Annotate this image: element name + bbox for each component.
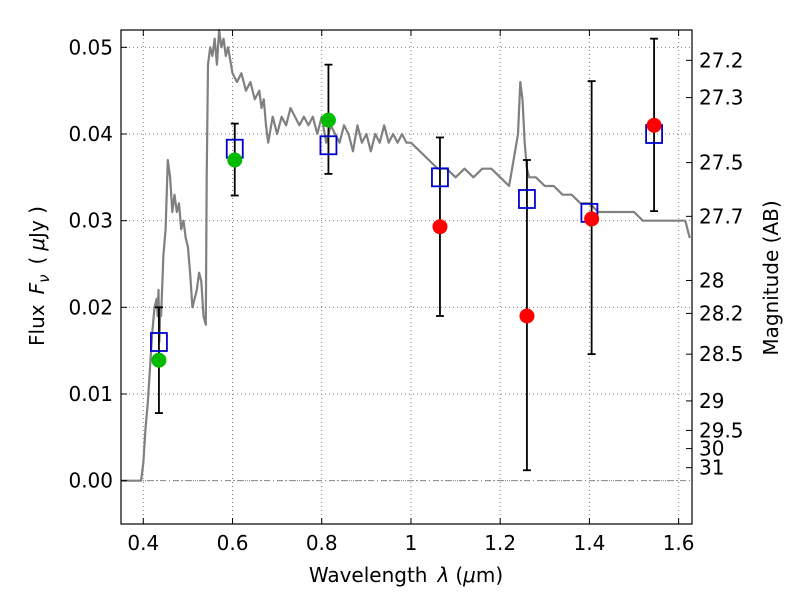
y2-tick-label: 27.5 <box>699 151 744 175</box>
observed-flux-marker <box>584 211 600 227</box>
y-tick-label: 0.05 <box>68 35 113 59</box>
observed-flux-marker <box>227 152 243 168</box>
y-tick-label: 0.03 <box>68 209 113 233</box>
x-tick-label: 0.8 <box>306 531 338 555</box>
plot-frame <box>120 29 693 525</box>
y2-axis-title: Magnitude (AB) <box>759 200 783 355</box>
y-axis-title: FluxFν(μJy ) <box>25 206 53 346</box>
observed-flux-marker <box>432 219 448 235</box>
x-axis-ticks: 0.4 0.6 0.8 1 1.2 1.4 1.6 <box>127 30 695 555</box>
y2-tick-label: 29.5 <box>699 418 744 442</box>
x-tick-label: 1 <box>405 531 418 555</box>
y2-tick-label: 27.2 <box>699 48 744 72</box>
y2-tick-label: 30 <box>699 437 724 461</box>
y2-tick-label: 27.3 <box>699 86 744 110</box>
model-spectrum-line <box>121 28 691 482</box>
x-axis-title: Wavelength λ (μm) <box>309 563 503 587</box>
y-axis-ticks: 0.00 0.01 0.02 0.03 0.04 0.05 <box>68 35 127 493</box>
y-tick-label: 0.00 <box>68 469 113 493</box>
model-photometry-marker <box>319 135 338 156</box>
y2-tick-label: 28.2 <box>699 301 744 325</box>
y-tick-label: 0.04 <box>68 122 113 146</box>
model-spectrum <box>121 28 691 482</box>
x-tick-label: 0.4 <box>127 531 159 555</box>
observed-flux-marker <box>646 117 662 133</box>
y2-tick-label: 29 <box>699 389 724 413</box>
model-photometry-marker <box>518 189 536 209</box>
model-photometry-marker <box>150 332 168 352</box>
x-tick-label: 0.6 <box>217 531 249 555</box>
model-photometry-marker <box>431 167 449 188</box>
y-tick-label: 0.01 <box>68 382 113 406</box>
y-tick-label: 0.02 <box>68 295 113 319</box>
x-tick-label: 1.6 <box>663 531 695 555</box>
y2-tick-label: 27.7 <box>699 204 744 228</box>
y2-tick-label: 28.5 <box>699 342 744 366</box>
observed-flux-marker <box>519 308 535 324</box>
observed-flux-marker <box>320 112 336 128</box>
y2-tick-label: 31 <box>699 456 724 480</box>
observed-points <box>151 112 662 368</box>
x-tick-label: 1.4 <box>573 531 605 555</box>
observed-flux-marker <box>151 352 167 368</box>
x-tick-label: 1.2 <box>484 531 516 555</box>
y2-tick-label: 28 <box>699 268 724 292</box>
